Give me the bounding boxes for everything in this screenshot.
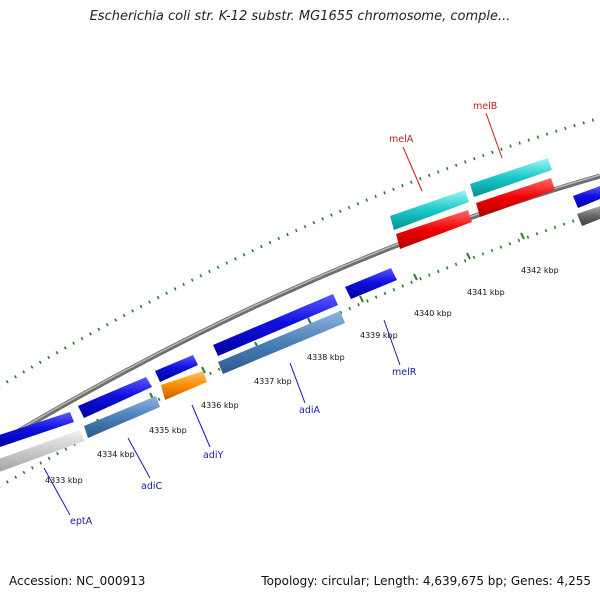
tick-label: 4335 kbp [149,426,187,435]
gene-fwd-2 [78,377,152,418]
gene-label-melR: melR [392,367,417,378]
tick-label: 4336 kbp [201,401,239,410]
forward-genes [0,158,600,472]
gene-label-adiC: adiC [141,481,162,492]
gene-label-melA: melA [389,134,414,145]
label-leaders [43,112,503,516]
gene-fwd-5 [573,186,600,208]
gene-adiC [84,396,160,438]
tick-label: 4337 kbp [254,377,292,386]
map-title: Escherichia coli str. K-12 substr. MG165… [89,9,511,24]
gene-labels: eptA adiC adiY adiA melR melA melB [70,101,497,527]
tick-label: 4340 kbp [414,309,452,318]
gene-label-adiA: adiA [299,405,320,416]
topology-summary: Topology: circular; Length: 4,639,675 bp… [261,574,591,588]
tick-label: 4334 kbp [97,450,135,459]
tick-label: 4339 kbp [360,331,398,340]
gene-melA-top [390,190,469,230]
gene-gray-right [577,206,600,226]
gene-fwd-3 [155,355,198,382]
gene-eptA [0,430,84,472]
gene-melR [345,268,397,299]
gene-label-adiY: adiY [203,450,223,461]
gene-fwd-1 [0,412,74,447]
tick-labels: 4333 kbp 4334 kbp 4335 kbp 4336 kbp 4337… [45,266,559,485]
gene-adiA [218,311,345,374]
gene-fwd-4 [213,294,338,356]
outer-tick-ring [0,116,600,388]
tick-label: 4341 kbp [467,288,505,297]
gene-label-melB: melB [473,101,497,112]
gene-melA [396,210,472,249]
tick-label: 4333 kbp [45,476,83,485]
gene-melB [476,178,555,217]
gene-melB-top [470,158,552,197]
gene-adiY [161,371,207,400]
inner-tick-ring [0,210,600,488]
tick-label: 4342 kbp [521,266,559,275]
accession-text: Accession: NC_000913 [9,574,146,588]
gene-label-eptA: eptA [70,516,93,527]
tick-label: 4338 kbp [307,353,345,362]
